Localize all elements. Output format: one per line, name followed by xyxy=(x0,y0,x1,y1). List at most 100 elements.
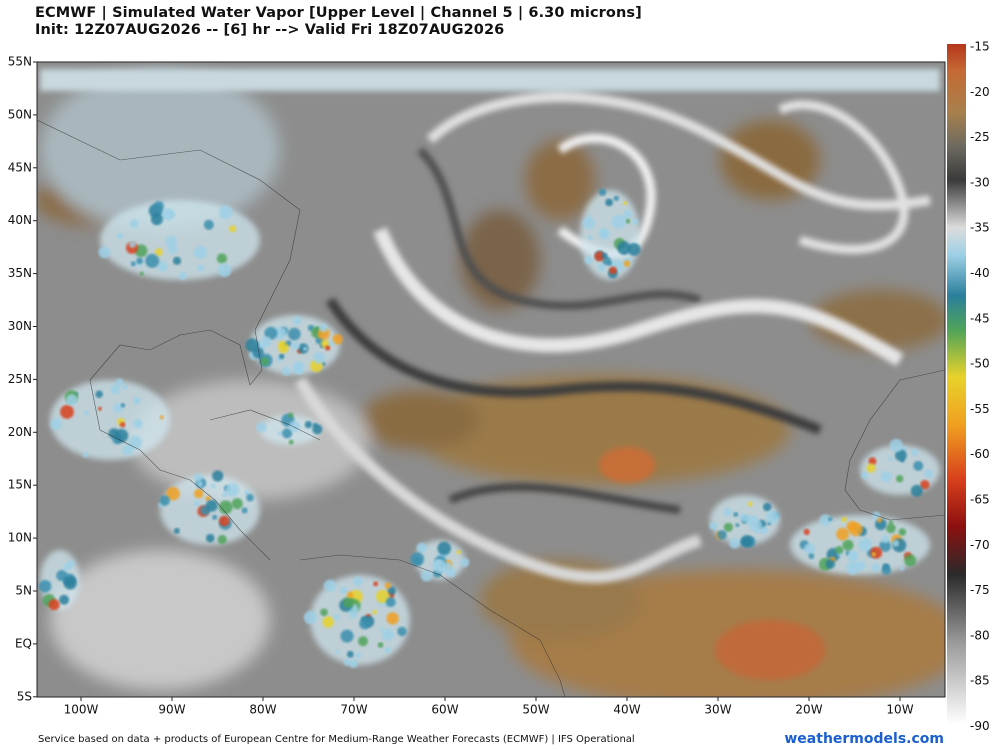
cloud-cell xyxy=(83,410,90,416)
cloud-cell xyxy=(437,541,452,556)
cloud-cell xyxy=(627,242,641,256)
cloud-cell xyxy=(601,252,608,259)
cloud-cell xyxy=(762,502,772,512)
cloud-cell xyxy=(825,559,836,569)
cloud-cell xyxy=(212,470,224,482)
latitude-label: 15N xyxy=(8,478,32,492)
cloud-cell xyxy=(205,495,211,502)
axis-labels: 55N 50N 45N 40N 35N 30N 25N 20N 15N 10N 5N EQ 5S 100W… xyxy=(8,40,990,734)
cloud-cell xyxy=(340,629,354,643)
cloud-cell xyxy=(733,512,739,517)
cloud-cell xyxy=(48,599,60,611)
cloud-cell xyxy=(145,253,160,268)
colorbar-label: -70 xyxy=(970,538,990,552)
cloud-cell xyxy=(288,439,294,445)
cloud-cell xyxy=(625,218,631,224)
cloud-cell xyxy=(62,563,71,572)
cloud-cell xyxy=(168,245,178,255)
colorbar-label: -65 xyxy=(970,493,990,507)
cloud-cell xyxy=(871,563,880,572)
cloud-cell xyxy=(384,646,392,654)
longitude-label: 70W xyxy=(340,703,367,717)
cloud-cell xyxy=(216,253,227,264)
cloud-cell xyxy=(82,451,89,458)
cloud-cell xyxy=(231,498,243,510)
cloud-cell xyxy=(116,232,123,239)
cloud-cell xyxy=(881,535,890,544)
cloud-cell xyxy=(343,596,355,608)
longitude-label: 90W xyxy=(158,703,185,717)
cloud-cell xyxy=(169,211,176,218)
cloud-cell xyxy=(115,378,124,387)
cloud-cell xyxy=(159,495,170,506)
cloud-cell xyxy=(723,507,732,517)
cloud-cell xyxy=(623,209,633,219)
colorbar-label: -90 xyxy=(970,719,990,733)
cloud-cell xyxy=(289,420,300,432)
cloud-cell xyxy=(385,597,396,608)
cloud-cell xyxy=(410,552,425,566)
cloud-cell xyxy=(828,517,833,522)
cloud-cell xyxy=(858,537,872,552)
cloud-cell xyxy=(122,384,128,390)
latitude-label: 5N xyxy=(15,584,32,598)
cloud-cell xyxy=(346,591,354,599)
cloud-cell xyxy=(846,561,860,575)
cloud-cell xyxy=(279,353,285,359)
cloud-cell xyxy=(611,214,626,229)
cloud-cell xyxy=(709,521,718,530)
colorbar-label: -35 xyxy=(970,221,990,235)
cloud-cell xyxy=(717,530,727,540)
cloud-cell xyxy=(150,213,163,226)
latitude-label: 25N xyxy=(8,372,32,386)
cloud-cell xyxy=(335,649,340,654)
cloud-cell xyxy=(895,449,907,462)
cloud-cell xyxy=(359,617,371,630)
colorbar-label: -45 xyxy=(970,311,990,325)
cloud-cell xyxy=(328,340,335,347)
cloud-cell xyxy=(178,271,187,281)
cloud-cell xyxy=(617,241,631,255)
cloud-cell xyxy=(896,475,904,483)
cloud-cell xyxy=(847,551,858,562)
cloud-cell xyxy=(60,405,74,419)
cloud-cell xyxy=(587,235,593,240)
cloud-cell xyxy=(288,327,301,341)
cloud-cell xyxy=(358,636,368,647)
cloud-cell xyxy=(241,507,248,514)
cloud-cell xyxy=(98,246,111,259)
cloud-halo xyxy=(860,445,940,495)
cloud-cell xyxy=(217,534,227,545)
map-imagery xyxy=(37,62,945,697)
cloud-cell xyxy=(197,481,203,487)
colorbar-label: -85 xyxy=(970,674,990,688)
longitude-label: 100W xyxy=(64,703,99,717)
cloud-cell xyxy=(273,326,287,340)
cloud-cell xyxy=(623,260,631,267)
cloud-cell xyxy=(803,543,816,555)
cloud-cell xyxy=(348,659,358,669)
cloud-cell xyxy=(159,415,164,420)
cloud-cell xyxy=(325,345,331,351)
cloud-cell xyxy=(260,357,269,366)
cloud-cell xyxy=(203,219,214,230)
cloud-cell xyxy=(256,421,267,433)
site-link[interactable]: weathermodels.com xyxy=(784,731,944,747)
cloud-cell xyxy=(303,610,317,625)
cloud-cell xyxy=(139,271,144,276)
cloud-cell xyxy=(910,448,919,457)
cloud-cell xyxy=(278,342,289,354)
cloud-cell xyxy=(193,500,200,507)
title: ECMWF | Simulated Water Vapor [Upper Lev… xyxy=(35,5,642,21)
cloud-cell xyxy=(172,256,182,265)
cloud-cell xyxy=(59,594,70,605)
cloud-cell xyxy=(297,369,303,375)
colorbar-label: -80 xyxy=(970,628,990,642)
cloud-cell xyxy=(136,257,144,265)
longitude-label: 80W xyxy=(249,703,276,717)
cloud-cell xyxy=(353,576,363,587)
cloud-cell xyxy=(605,198,613,207)
latitude-label: 20N xyxy=(8,425,32,439)
cloud-cell xyxy=(193,473,203,482)
cloud-cell xyxy=(161,208,174,221)
